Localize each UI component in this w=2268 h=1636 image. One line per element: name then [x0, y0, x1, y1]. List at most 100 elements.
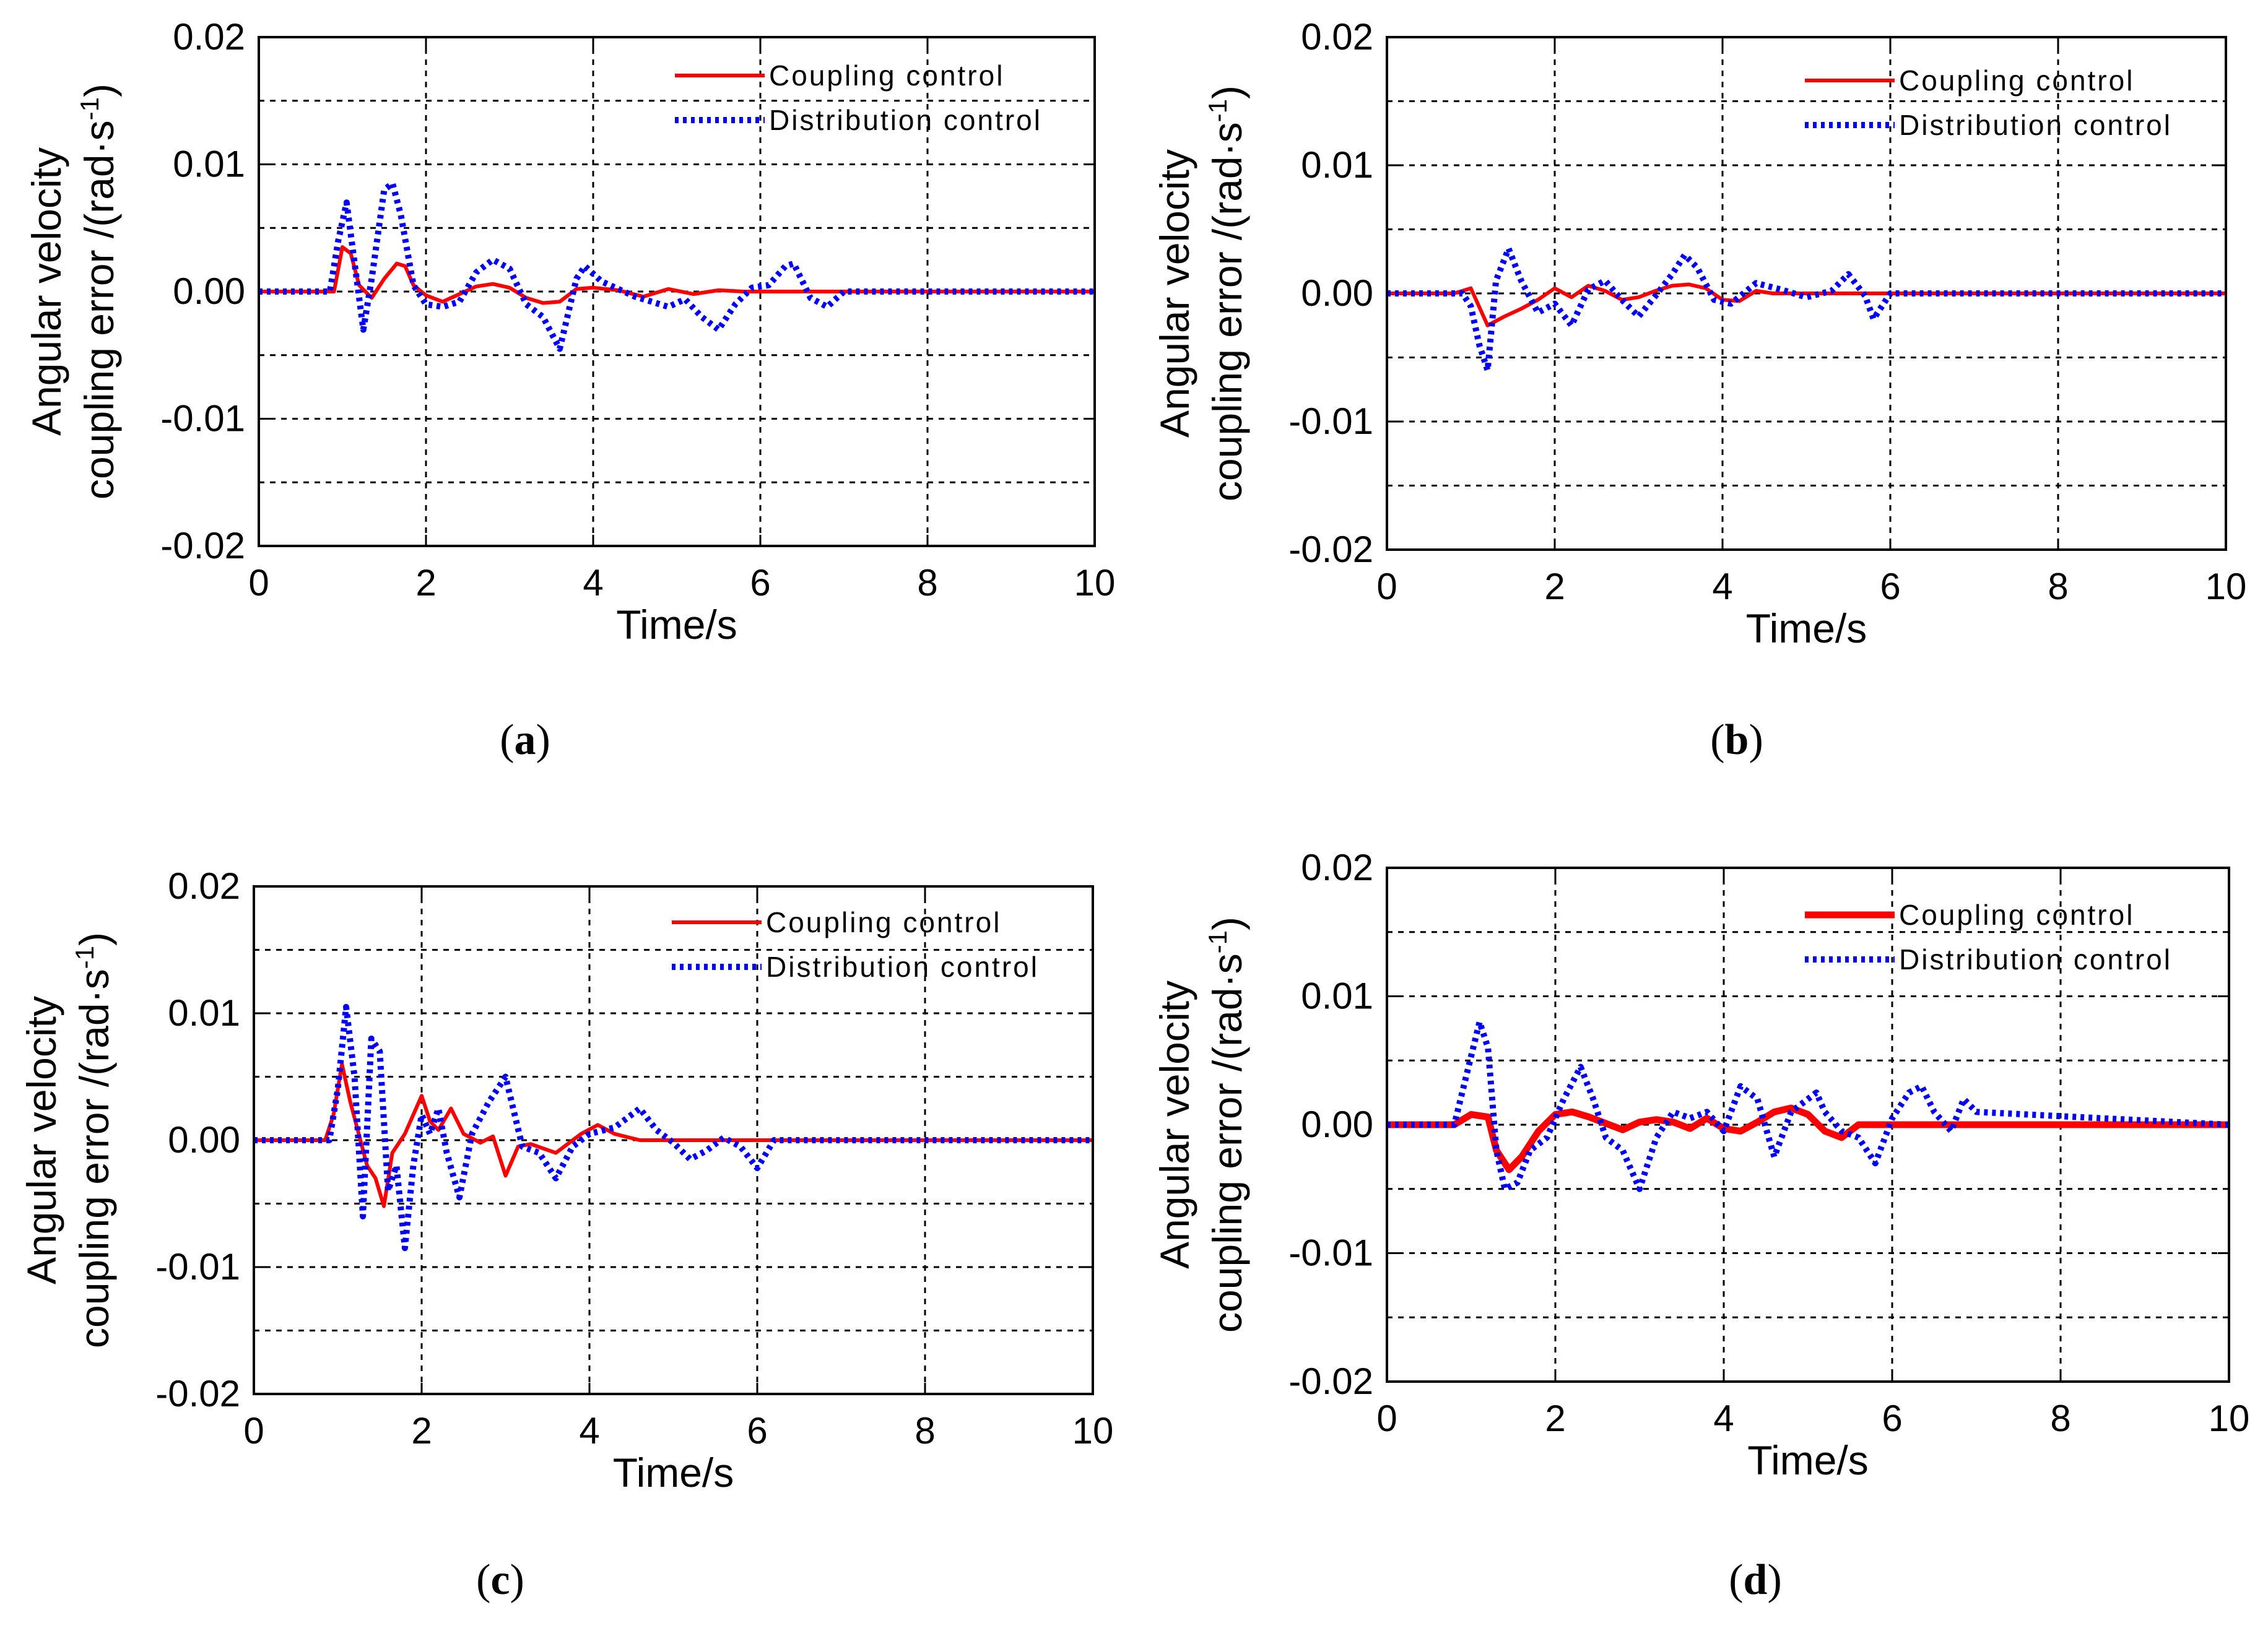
- legend-coupling-label: Coupling control: [1899, 64, 2134, 97]
- distribution-control-line: [254, 1003, 1093, 1252]
- y-tick-label: 0.02: [168, 865, 240, 907]
- x-tick-label: 4: [583, 562, 603, 604]
- x-tick-label: 4: [1712, 566, 1732, 607]
- plot-frame: [253, 885, 1094, 1395]
- legend-distribution-label: Distribution control: [766, 951, 1039, 983]
- caption-open: (: [476, 1556, 490, 1604]
- x-tick-label: 6: [750, 562, 770, 604]
- x-tick-label: 2: [415, 562, 436, 604]
- y-axis-label-unit: coupling error /(rad·s: [1204, 953, 1250, 1333]
- y-tick-label: 0.02: [1301, 847, 1373, 888]
- x-tick-label: 8: [2050, 1398, 2070, 1439]
- y-tick-label: -0.01: [155, 1246, 240, 1288]
- caption-open: (: [500, 716, 514, 764]
- x-axis-label: Time/s: [1747, 1437, 1869, 1483]
- x-tick-label: 6: [1880, 566, 1900, 607]
- x-tick-label: 4: [579, 1410, 599, 1452]
- y-tick-label: -0.02: [160, 525, 245, 566]
- y-tick-label: 0.00: [173, 271, 245, 312]
- x-tick-label: 8: [2048, 566, 2068, 607]
- y-axis-label-line1: Angular velocity: [1152, 149, 1197, 438]
- coupling-control-line: [254, 1062, 1093, 1208]
- plot-frame: [1386, 867, 2230, 1383]
- coupling-control-line: [259, 245, 1095, 305]
- y-tick-label: 0.01: [1301, 976, 1373, 1017]
- caption-letter: c: [490, 1556, 510, 1604]
- plot-frame: [1386, 36, 2227, 551]
- x-tick-label: 10: [2209, 1398, 2250, 1439]
- caption-close: ): [1749, 716, 1763, 764]
- x-tick-label: 10: [1074, 562, 1116, 604]
- legend-distribution-label: Distribution control: [769, 104, 1042, 136]
- y-tick-label: -0.02: [155, 1373, 240, 1414]
- panel-caption: (d): [1729, 1556, 1782, 1604]
- y-axis-label-line2: coupling error /(rad·s-1): [70, 932, 117, 1348]
- y-axis-label-superscript: -1: [70, 946, 99, 969]
- y-axis-label-unit: coupling error /(rad·s: [1204, 122, 1250, 501]
- y-axis-label-close: ): [1204, 917, 1250, 930]
- y-tick-label: -0.01: [1288, 1232, 1373, 1274]
- caption-letter: a: [515, 716, 536, 764]
- coupling-control-line: [1387, 282, 2226, 327]
- panel-caption: (c): [476, 1556, 524, 1604]
- distribution-control-line: [1387, 245, 2226, 374]
- y-tick-label: -0.01: [160, 398, 245, 439]
- y-tick-label: 0.00: [1301, 1104, 1373, 1145]
- x-tick-label: 10: [2205, 566, 2247, 607]
- legend: Coupling control Distribution control: [1805, 899, 2172, 976]
- legend: Coupling control Distribution control: [675, 59, 1042, 136]
- x-tick-label: 0: [1376, 1398, 1397, 1439]
- x-tick-label: 2: [1545, 1398, 1565, 1439]
- panel-caption: (a): [500, 716, 550, 764]
- x-axis-label: Time/s: [1746, 605, 1867, 651]
- y-axis-label-unit: coupling error /(rad·s: [71, 969, 117, 1348]
- x-tick-label: 0: [243, 1410, 264, 1452]
- caption-letter: b: [1725, 716, 1749, 764]
- caption-open: (: [1710, 716, 1724, 764]
- y-axis-label-line1: Angular velocity: [1152, 980, 1197, 1269]
- chart-panel-a: 0 2 4 6 8 10 -0.02 -0.01 0.00 0.01 0.02 Coupling co…: [24, 16, 1115, 764]
- y-tick-label: 0.00: [1301, 272, 1373, 314]
- plot-frame: [258, 36, 1096, 547]
- y-axis-label-line1: Angular velocity: [19, 996, 64, 1284]
- y-axis-label-superscript: -1: [1203, 930, 1232, 953]
- x-tick-label: 0: [248, 562, 269, 604]
- caption-open: (: [1729, 1556, 1743, 1604]
- x-tick-label: 6: [747, 1410, 767, 1452]
- legend: Coupling control Distribution control: [1805, 64, 2172, 141]
- y-axis-label-line2: coupling error /(rad·s-1): [1203, 85, 1250, 501]
- y-axis-label-unit: coupling error /(rad·s: [76, 120, 122, 500]
- y-tick-label: -0.01: [1288, 400, 1373, 442]
- legend-distribution-label: Distribution control: [1899, 943, 2172, 976]
- y-tick-label: -0.02: [1288, 529, 1373, 570]
- y-axis-label-close: ): [71, 932, 117, 946]
- chart-panel-c: 0 2 4 6 8 10 -0.02 -0.01 0.00 0.01 0.02 Coupling co…: [19, 865, 1113, 1604]
- legend-distribution-label: Distribution control: [1899, 109, 2172, 141]
- x-axis-label: Time/s: [616, 602, 737, 647]
- x-tick-label: 2: [411, 1410, 432, 1452]
- y-axis-label-close: ): [76, 84, 122, 97]
- y-tick-label: 0.01: [1301, 144, 1373, 186]
- x-tick-label: 2: [1544, 566, 1565, 607]
- y-axis-label-close: ): [1204, 85, 1250, 99]
- distribution-control-line: [259, 180, 1095, 352]
- y-tick-label: 0.02: [1301, 16, 1373, 58]
- y-axis-label-line2: coupling error /(rad·s-1): [1203, 917, 1250, 1333]
- x-tick-label: 8: [917, 562, 937, 604]
- caption-letter: d: [1744, 1556, 1768, 1604]
- caption-close: ): [510, 1556, 524, 1604]
- coupling-control-line: [1387, 1104, 2229, 1174]
- x-tick-label: 4: [1713, 1398, 1734, 1439]
- y-axis-label-line2: coupling error /(rad·s-1): [75, 84, 122, 500]
- x-tick-label: 8: [915, 1410, 935, 1452]
- panel-caption: (b): [1710, 716, 1763, 764]
- chart-panel-d: 0 2 4 6 8 10 -0.02 -0.01 0.00 0.01 0.02 Coupling co…: [1152, 847, 2249, 1604]
- y-tick-label: 0.00: [168, 1119, 240, 1161]
- y-tick-label: 0.01: [168, 992, 240, 1034]
- chart-panel-b: 0 2 4 6 8 10 -0.02 -0.01 0.00 0.01 0.02 Coupling co…: [1152, 16, 2246, 764]
- legend-coupling-label: Coupling control: [769, 59, 1004, 92]
- legend: Coupling control Distribution control: [672, 906, 1039, 983]
- y-axis-label-superscript: -1: [1203, 99, 1232, 122]
- x-tick-label: 10: [1072, 1410, 1114, 1452]
